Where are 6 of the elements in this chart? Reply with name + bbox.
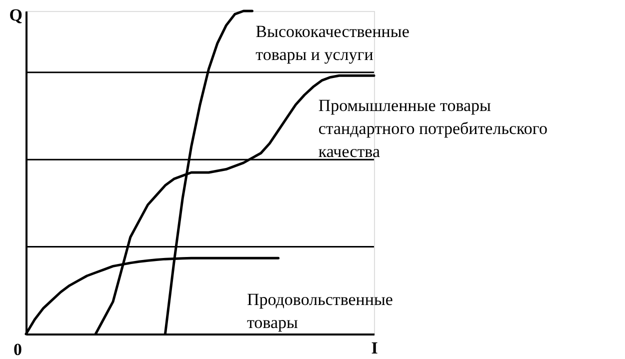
text: 0 xyxy=(14,340,22,359)
y-axis-title: Q xyxy=(9,6,22,24)
x-axis-title: I xyxy=(371,338,378,358)
series-label: Высококачественные товары и услуги xyxy=(256,22,410,64)
series-label: Промышленные товары стандартного потребительского качества xyxy=(318,96,548,162)
series-label: Продовольственные товары xyxy=(246,290,393,332)
